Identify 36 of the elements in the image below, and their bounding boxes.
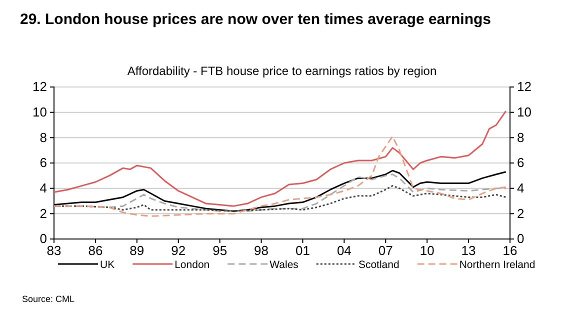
y-tick-label: 0 xyxy=(40,231,47,246)
y-tick-label: 12 xyxy=(32,79,47,94)
x-tick-label: 89 xyxy=(130,243,144,258)
x-tick-label: 04 xyxy=(336,243,352,258)
legend-label: London xyxy=(174,259,210,271)
chart-title: 29. London house prices are now over ten times average earnings xyxy=(20,11,491,28)
legend-label: Northern Ireland xyxy=(459,259,536,271)
x-tick-label: 86 xyxy=(88,243,103,258)
legend-label: Wales xyxy=(270,259,298,271)
x-tick-label: 07 xyxy=(378,243,393,258)
y-tick-label: 2 xyxy=(40,206,47,221)
line-series xyxy=(53,136,507,217)
source-note: Source: CML xyxy=(22,294,75,304)
x-tick-label: 92 xyxy=(171,243,186,258)
y2-tick-label: 0 xyxy=(517,231,524,246)
x-tick-label: 10 xyxy=(420,243,434,258)
y2-tick-label: 12 xyxy=(517,79,532,94)
line-series xyxy=(53,110,507,207)
y2-tick-label: 2 xyxy=(517,206,524,221)
x-tick-label: 13 xyxy=(461,243,476,258)
y2-tick-label: 10 xyxy=(517,104,532,120)
y-tick-label: 10 xyxy=(32,104,47,120)
x-tick-label: 16 xyxy=(502,243,518,258)
y2-tick-label: 6 xyxy=(517,155,524,170)
legend-label: UK xyxy=(100,259,115,271)
y-tick-label: 6 xyxy=(40,155,47,170)
y2-tick-label: 4 xyxy=(517,180,524,196)
x-tick-label: 98 xyxy=(254,243,269,258)
y-tick-label: 8 xyxy=(40,130,47,145)
legend-label: Scotland xyxy=(358,259,400,271)
chart-subtitle: Affordability - FTB house price to earnings ratios by region xyxy=(127,64,437,78)
x-tick-label: 83 xyxy=(46,243,62,258)
x-tick-label: 95 xyxy=(212,243,228,258)
y-tick-label: 4 xyxy=(40,180,47,196)
x-tick-label: 01 xyxy=(295,243,310,258)
y2-tick-label: 8 xyxy=(517,130,524,145)
